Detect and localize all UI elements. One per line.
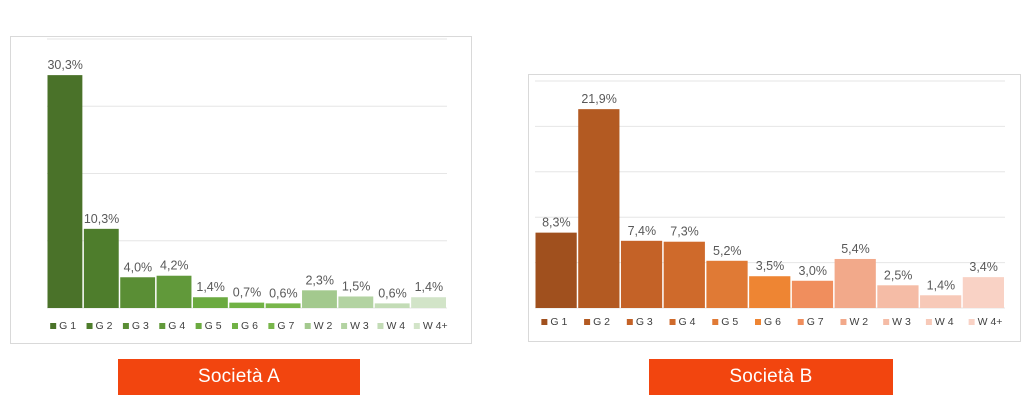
bar-g-7: [791, 280, 834, 308]
data-label: 1,4%: [196, 280, 225, 294]
bar-chart-societa-a: 30,3% G 1 10,3% G 2 4,0% G 3 4,2% G 4 1,4% G 5 0,7…: [47, 38, 448, 332]
legend-label: G 2: [96, 320, 113, 332]
legend-label: W 2: [314, 320, 333, 332]
data-label: 21,9%: [581, 92, 616, 106]
data-label: 3,0%: [798, 264, 827, 278]
legend-swatch: [341, 323, 348, 329]
bar-w-4-: [411, 297, 446, 308]
legend-swatch: [797, 319, 804, 325]
data-label: 8,3%: [542, 216, 571, 230]
caption-societa-a: Società A: [118, 359, 360, 395]
legend-label: G 5: [721, 316, 738, 328]
legend-label: G 1: [550, 316, 567, 328]
data-label: 5,4%: [841, 242, 870, 256]
bar-g-2: [578, 109, 620, 308]
legend-label: W 3: [892, 316, 911, 328]
data-label: 5,2%: [713, 244, 742, 258]
bar-g-7: [265, 303, 301, 308]
data-label: 2,5%: [884, 268, 913, 282]
legend-swatch: [755, 319, 761, 325]
chart-panel-societa-b: 8,3% G 1 21,9% G 2 7,4% G 3 7,3% G 4 5,2% G 5 3,5%…: [528, 74, 1021, 342]
legend-swatch: [50, 323, 57, 329]
bar-g-6: [229, 302, 265, 308]
bar-w-3: [338, 296, 374, 308]
data-label: 0,7%: [233, 286, 262, 300]
data-label: 4,0%: [124, 260, 153, 274]
legend-swatch: [840, 319, 847, 325]
bar-w-2: [302, 290, 337, 308]
legend-label: G 3: [132, 320, 149, 332]
bar-g-5: [192, 297, 228, 308]
data-label: 7,3%: [670, 225, 699, 239]
legend-swatch: [195, 323, 202, 329]
bar-w-2: [834, 258, 876, 308]
data-label: 0,6%: [378, 286, 407, 300]
legend-swatch: [232, 323, 238, 329]
bar-g-6: [749, 276, 791, 308]
legend-swatch: [413, 323, 420, 329]
bar-g-4: [156, 275, 192, 308]
bar-chart-societa-b: 8,3% G 1 21,9% G 2 7,4% G 3 7,3% G 4 5,2% G 5 3,5%…: [535, 80, 1005, 328]
legend-swatch: [86, 323, 93, 329]
legend-label: W 4+: [423, 320, 448, 332]
bar-g-4: [663, 241, 705, 308]
legend-label: G 4: [168, 320, 185, 332]
caption-societa-b: Società B: [649, 359, 893, 395]
legend-label: W 4: [935, 316, 954, 328]
legend-label: G 3: [636, 316, 653, 328]
data-label: 10,3%: [84, 212, 119, 226]
legend-label: W 4: [386, 320, 405, 332]
data-label: 3,5%: [756, 259, 785, 273]
legend-label: G 6: [764, 316, 781, 328]
legend-swatch: [669, 319, 676, 325]
legend-swatch: [626, 319, 633, 325]
bar-w-4: [920, 295, 962, 308]
data-label: 1,4%: [415, 280, 444, 294]
bar-g-1: [535, 232, 577, 308]
legend-label: G 7: [277, 320, 294, 332]
bar-w-4-: [962, 277, 1004, 308]
legend-label: W 3: [350, 320, 369, 332]
legend-label: W 4+: [978, 316, 1003, 328]
bar-g-2: [83, 228, 119, 308]
legend-swatch: [122, 323, 129, 329]
legend-label: G 5: [205, 320, 222, 332]
bar-w-4: [374, 303, 410, 308]
bar-g-3: [620, 240, 663, 308]
legend-label: G 7: [807, 316, 824, 328]
data-label: 1,5%: [342, 279, 371, 293]
legend-swatch: [159, 323, 166, 329]
legend-label: W 2: [849, 316, 868, 328]
legend-swatch: [584, 319, 591, 325]
legend-swatch: [541, 319, 548, 325]
data-label: 4,2%: [160, 259, 189, 273]
data-label: 3,4%: [969, 260, 998, 274]
legend-swatch: [268, 323, 275, 329]
legend-swatch: [712, 319, 719, 325]
chart-panel-societa-a: 30,3% G 1 10,3% G 2 4,0% G 3 4,2% G 4 1,4% G 5 0,7…: [10, 36, 472, 344]
data-label: 30,3%: [47, 58, 82, 72]
data-label: 1,4%: [927, 278, 956, 292]
legend-swatch: [925, 319, 932, 325]
data-label: 2,3%: [305, 273, 334, 287]
data-label: 0,6%: [269, 286, 298, 300]
legend-label: G 2: [593, 316, 610, 328]
data-label: 7,4%: [628, 224, 657, 238]
legend-swatch: [883, 319, 890, 325]
legend-label: G 6: [241, 320, 258, 332]
legend-swatch: [968, 319, 975, 325]
legend-swatch: [304, 323, 311, 329]
bar-g-5: [706, 260, 748, 308]
bar-g-1: [47, 75, 83, 308]
legend-label: G 1: [59, 320, 76, 332]
legend-swatch: [377, 323, 384, 329]
legend-label: G 4: [679, 316, 696, 328]
bar-w-3: [877, 285, 919, 308]
bar-g-3: [120, 277, 156, 308]
